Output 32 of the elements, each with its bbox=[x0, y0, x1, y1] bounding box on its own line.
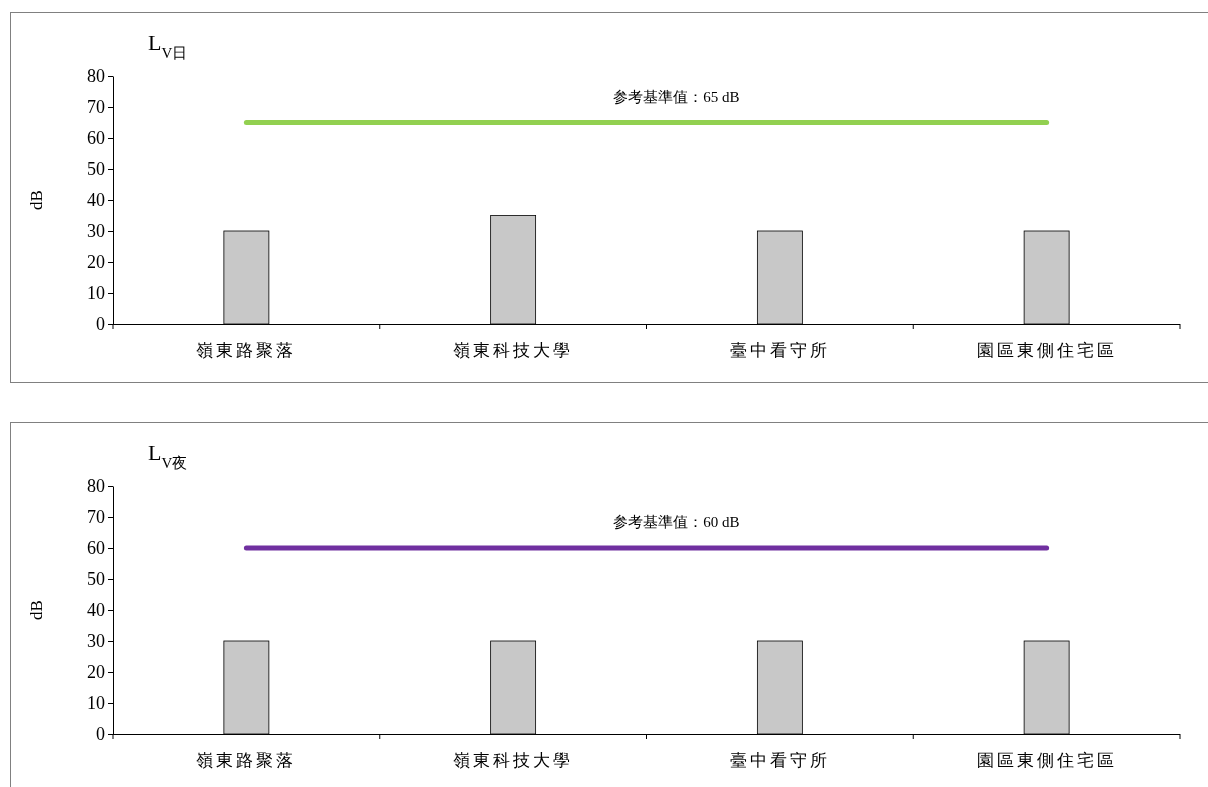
y-tick-label: 40 bbox=[87, 600, 105, 621]
x-tick-label: 嶺東科技大學 bbox=[453, 750, 574, 770]
y-tick-label: 70 bbox=[87, 507, 105, 528]
y-axis-title: dB bbox=[27, 190, 46, 210]
y-tick-label: 80 bbox=[87, 66, 105, 87]
y-tick-label: 70 bbox=[87, 97, 105, 118]
y-tick-label: 40 bbox=[87, 190, 105, 211]
y-tick-label: 80 bbox=[87, 476, 105, 497]
y-tick-label: 50 bbox=[87, 159, 105, 180]
y-tick-label: 30 bbox=[87, 221, 105, 242]
x-tick-label: 嶺東路聚落 bbox=[196, 750, 297, 770]
x-tick-label: 嶺東科技大學 bbox=[453, 340, 574, 360]
chart-title: L$_{V夜}$ bbox=[148, 440, 188, 471]
y-tick-label: 60 bbox=[87, 128, 105, 149]
x-tick-label: 臺中看守所 bbox=[729, 750, 830, 770]
x-tick-label: 園區東側住宅區 bbox=[976, 340, 1117, 360]
chart-title: L$_{V日}$ bbox=[148, 30, 188, 61]
y-tick-label: 50 bbox=[87, 569, 105, 590]
y-tick-label: 0 bbox=[96, 314, 105, 335]
y-tick-label: 30 bbox=[87, 631, 105, 652]
x-tick-label: 嶺東路聚落 bbox=[196, 340, 297, 360]
y-tick-label: 10 bbox=[87, 283, 105, 304]
ref-line-label: 参考基準值：60 dB bbox=[613, 514, 740, 530]
x-tick-label: 園區東側住宅區 bbox=[976, 750, 1117, 770]
y-tick-label: 10 bbox=[87, 693, 105, 714]
x-tick-label: 臺中看守所 bbox=[729, 340, 830, 360]
y-tick-label: 60 bbox=[87, 538, 105, 559]
ref-line-label: 参考基準值：65 dB bbox=[613, 88, 740, 105]
y-tick-label: 0 bbox=[96, 724, 105, 745]
y-axis-title: dB bbox=[27, 600, 46, 620]
y-tick-label: 20 bbox=[87, 252, 105, 273]
y-tick-label: 20 bbox=[87, 662, 105, 683]
